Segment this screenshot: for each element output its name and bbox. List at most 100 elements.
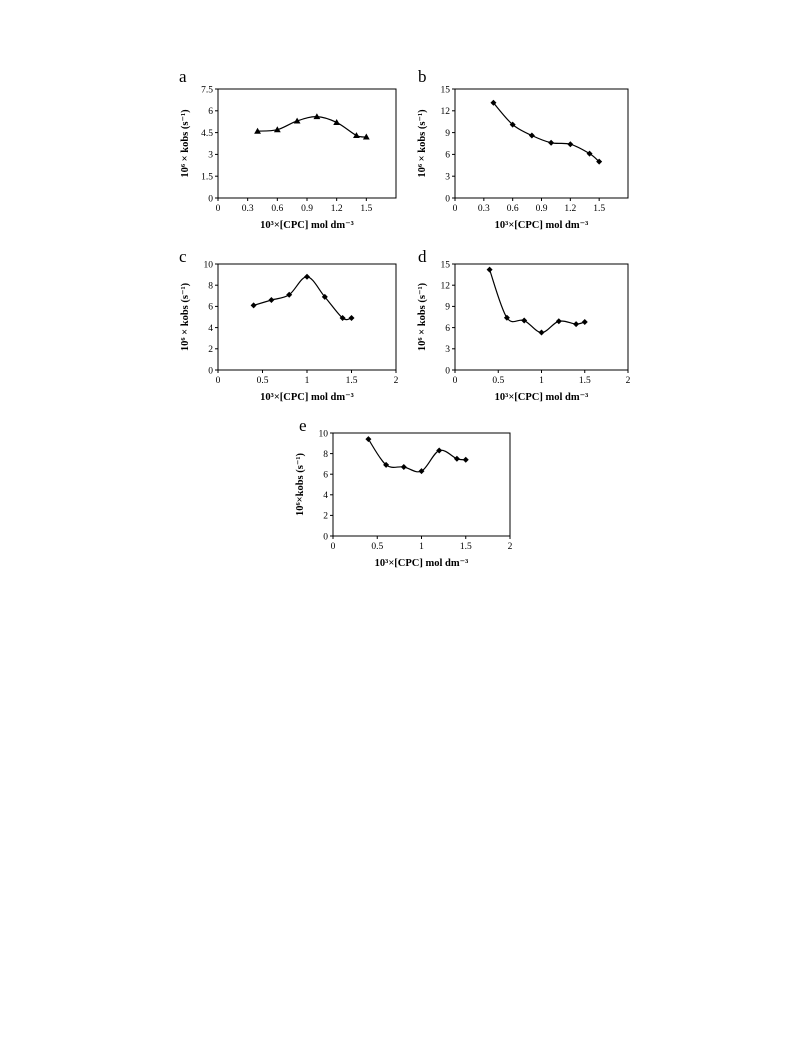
panel-e-data-point (365, 436, 372, 443)
panel-c-ytick-label: 0 (208, 366, 213, 376)
panel-b-y-axis-title: 10⁶ × kobs (s⁻¹) (417, 109, 428, 178)
panel-d-data-point (555, 318, 562, 325)
panel-b-ytick-label: 0 (445, 194, 450, 204)
panel-e-data-point (400, 463, 407, 470)
panel-d-letter: d (418, 247, 427, 266)
panel-d-data-point (486, 266, 493, 273)
panel-b-ytick-label: 3 (445, 173, 450, 183)
panel-d-x-axis-title: 10³×[CPC] mol dm⁻³ (495, 392, 589, 403)
panel-e-xtick-label: 1 (419, 542, 424, 552)
panel-a: a 0 1.5 3 4.5 6 7.5 0 0.3 0.6 0.9 1.2 1.5 10³×[CPC] m… (179, 67, 397, 231)
panel-e-xtick-label: 2 (508, 542, 513, 552)
panel-a-y-axis-title: 10⁶ × kobs (s⁻¹) (180, 109, 191, 178)
panel-c-plot-frame (217, 263, 397, 371)
panel-d-xtick-label: 1 (539, 376, 544, 386)
panel-d-xtick-label: 0 (453, 376, 458, 386)
panel-b-data-point (490, 99, 497, 106)
panel-b-data-point (548, 139, 555, 146)
panel-a-plot-frame (217, 88, 397, 199)
panel-d-plot-frame (454, 263, 629, 371)
panel-d-ytick-label: 9 (445, 303, 450, 313)
panel-b-ytick-label: 15 (441, 85, 451, 95)
panel-d: d 0 3 6 9 12 15 0 0.5 1 1.5 2 10³×[CPC] mol dm⁻³ 10⁶ … (417, 247, 631, 403)
panel-d-data-point (538, 329, 545, 336)
panel-e-ytick-label: 10 (319, 429, 329, 439)
panel-b-xtick-label: 0 (453, 204, 458, 214)
panel-d-data-point (581, 318, 588, 325)
panel-a-data-point (273, 126, 281, 133)
panel-a-data-point (333, 119, 341, 125)
panel-a-xtick-label: 0.6 (271, 204, 283, 214)
panel-b-data-point (528, 132, 535, 139)
panel-d-xtick-label: 0.5 (492, 376, 504, 386)
panel-c-x-axis-title: 10³×[CPC] mol dm⁻³ (260, 392, 354, 403)
panel-a-xtick-label: 1.2 (331, 204, 343, 214)
panel-a-ytick-label: 4.5 (201, 129, 213, 139)
panel-b-data-point (596, 158, 603, 165)
panel-d-data-point (573, 321, 580, 328)
panel-b-xtick-label: 0.6 (507, 204, 519, 214)
panel-c-data-point (250, 302, 257, 309)
panel-a-letter: a (179, 67, 187, 86)
panel-e-data-point (383, 461, 390, 468)
panel-c-data-point (339, 315, 346, 322)
panel-b-xtick-label: 1.5 (593, 204, 605, 214)
panel-d-xtick-label: 1.5 (579, 376, 591, 386)
panel-e-data-point (418, 468, 425, 475)
panel-d-ytick-label: 15 (441, 260, 451, 270)
panel-e-ytick-label: 2 (323, 512, 328, 522)
panel-a-ytick-label: 7.5 (201, 85, 213, 95)
panel-c-y-axis-title: 10⁶ × kobs (s⁻¹) (180, 282, 191, 351)
panel-d-ytick-label: 12 (441, 282, 451, 292)
panel-b-xtick-label: 1.2 (564, 204, 576, 214)
panel-e-ytick-label: 6 (323, 471, 328, 481)
panel-c-data-point (321, 293, 328, 300)
panel-c-data-point (268, 297, 275, 304)
panel-b-xtick-label: 0.9 (536, 204, 548, 214)
panel-c-ytick-label: 8 (208, 282, 213, 292)
panel-c-xtick-label: 0 (216, 376, 221, 386)
panel-c-xtick-label: 2 (394, 376, 399, 386)
panel-b-ytick-label: 9 (445, 129, 450, 139)
panel-c-ytick-label: 2 (208, 345, 213, 355)
panel-a-xtick-label: 0.9 (301, 204, 313, 214)
panel-e-ytick-label: 8 (323, 450, 328, 460)
panel-d-ytick-label: 6 (445, 324, 450, 334)
panel-a-ytick-label: 6 (208, 107, 213, 117)
panel-c-ytick-label: 10 (204, 260, 214, 270)
panel-d-xtick-label: 2 (626, 376, 631, 386)
panel-c-ytick-label: 6 (208, 303, 213, 313)
panel-a-ytick-label: 0 (208, 194, 213, 204)
panel-a-data-point (293, 117, 301, 124)
panel-a-xtick-label: 0 (216, 204, 221, 214)
panel-c-xtick-label: 1 (305, 376, 310, 386)
panel-b-data-point (586, 150, 593, 157)
panel-e-plot-frame (332, 432, 511, 537)
panel-a-data-point (254, 127, 261, 134)
panel-d-data-point (503, 314, 510, 321)
panel-e-letter: e (299, 416, 307, 435)
panel-e-data-point (462, 456, 469, 463)
panel-a-data-point (353, 132, 360, 139)
panel-b-ytick-label: 6 (445, 151, 450, 161)
panel-b-data-point (509, 121, 516, 128)
panel-a-xtick-label: 0.3 (242, 204, 254, 214)
panel-c-ytick-label: 4 (208, 324, 213, 334)
panel-b-letter: b (418, 67, 427, 86)
panel-d-data-point (521, 317, 528, 324)
panel-e-x-axis-title: 10³×[CPC] mol dm⁻³ (375, 558, 469, 569)
panel-a-ytick-label: 3 (208, 151, 213, 161)
panel-e-data-point (436, 447, 443, 454)
panel-d-ytick-label: 3 (445, 345, 450, 355)
panel-e-y-axis-title: 10⁶×kobs (s⁻¹) (295, 452, 306, 516)
panel-a-x-axis-title: 10³×[CPC] mol dm⁻³ (260, 220, 354, 231)
panel-a-data-point (313, 113, 321, 120)
panel-c-data-point (348, 315, 355, 322)
panel-e-data-point (453, 455, 460, 462)
panel-c-xtick-label: 1.5 (346, 376, 358, 386)
panel-c: c 0 2 4 6 8 10 0 0.5 1 1.5 2 10³×[CPC] mol dm⁻³ 10⁶ ×… (179, 247, 399, 403)
panel-c-xtick-label: 0.5 (257, 376, 269, 386)
panel-a-xtick-label: 1.5 (360, 204, 372, 214)
panel-c-data-point (304, 273, 310, 280)
